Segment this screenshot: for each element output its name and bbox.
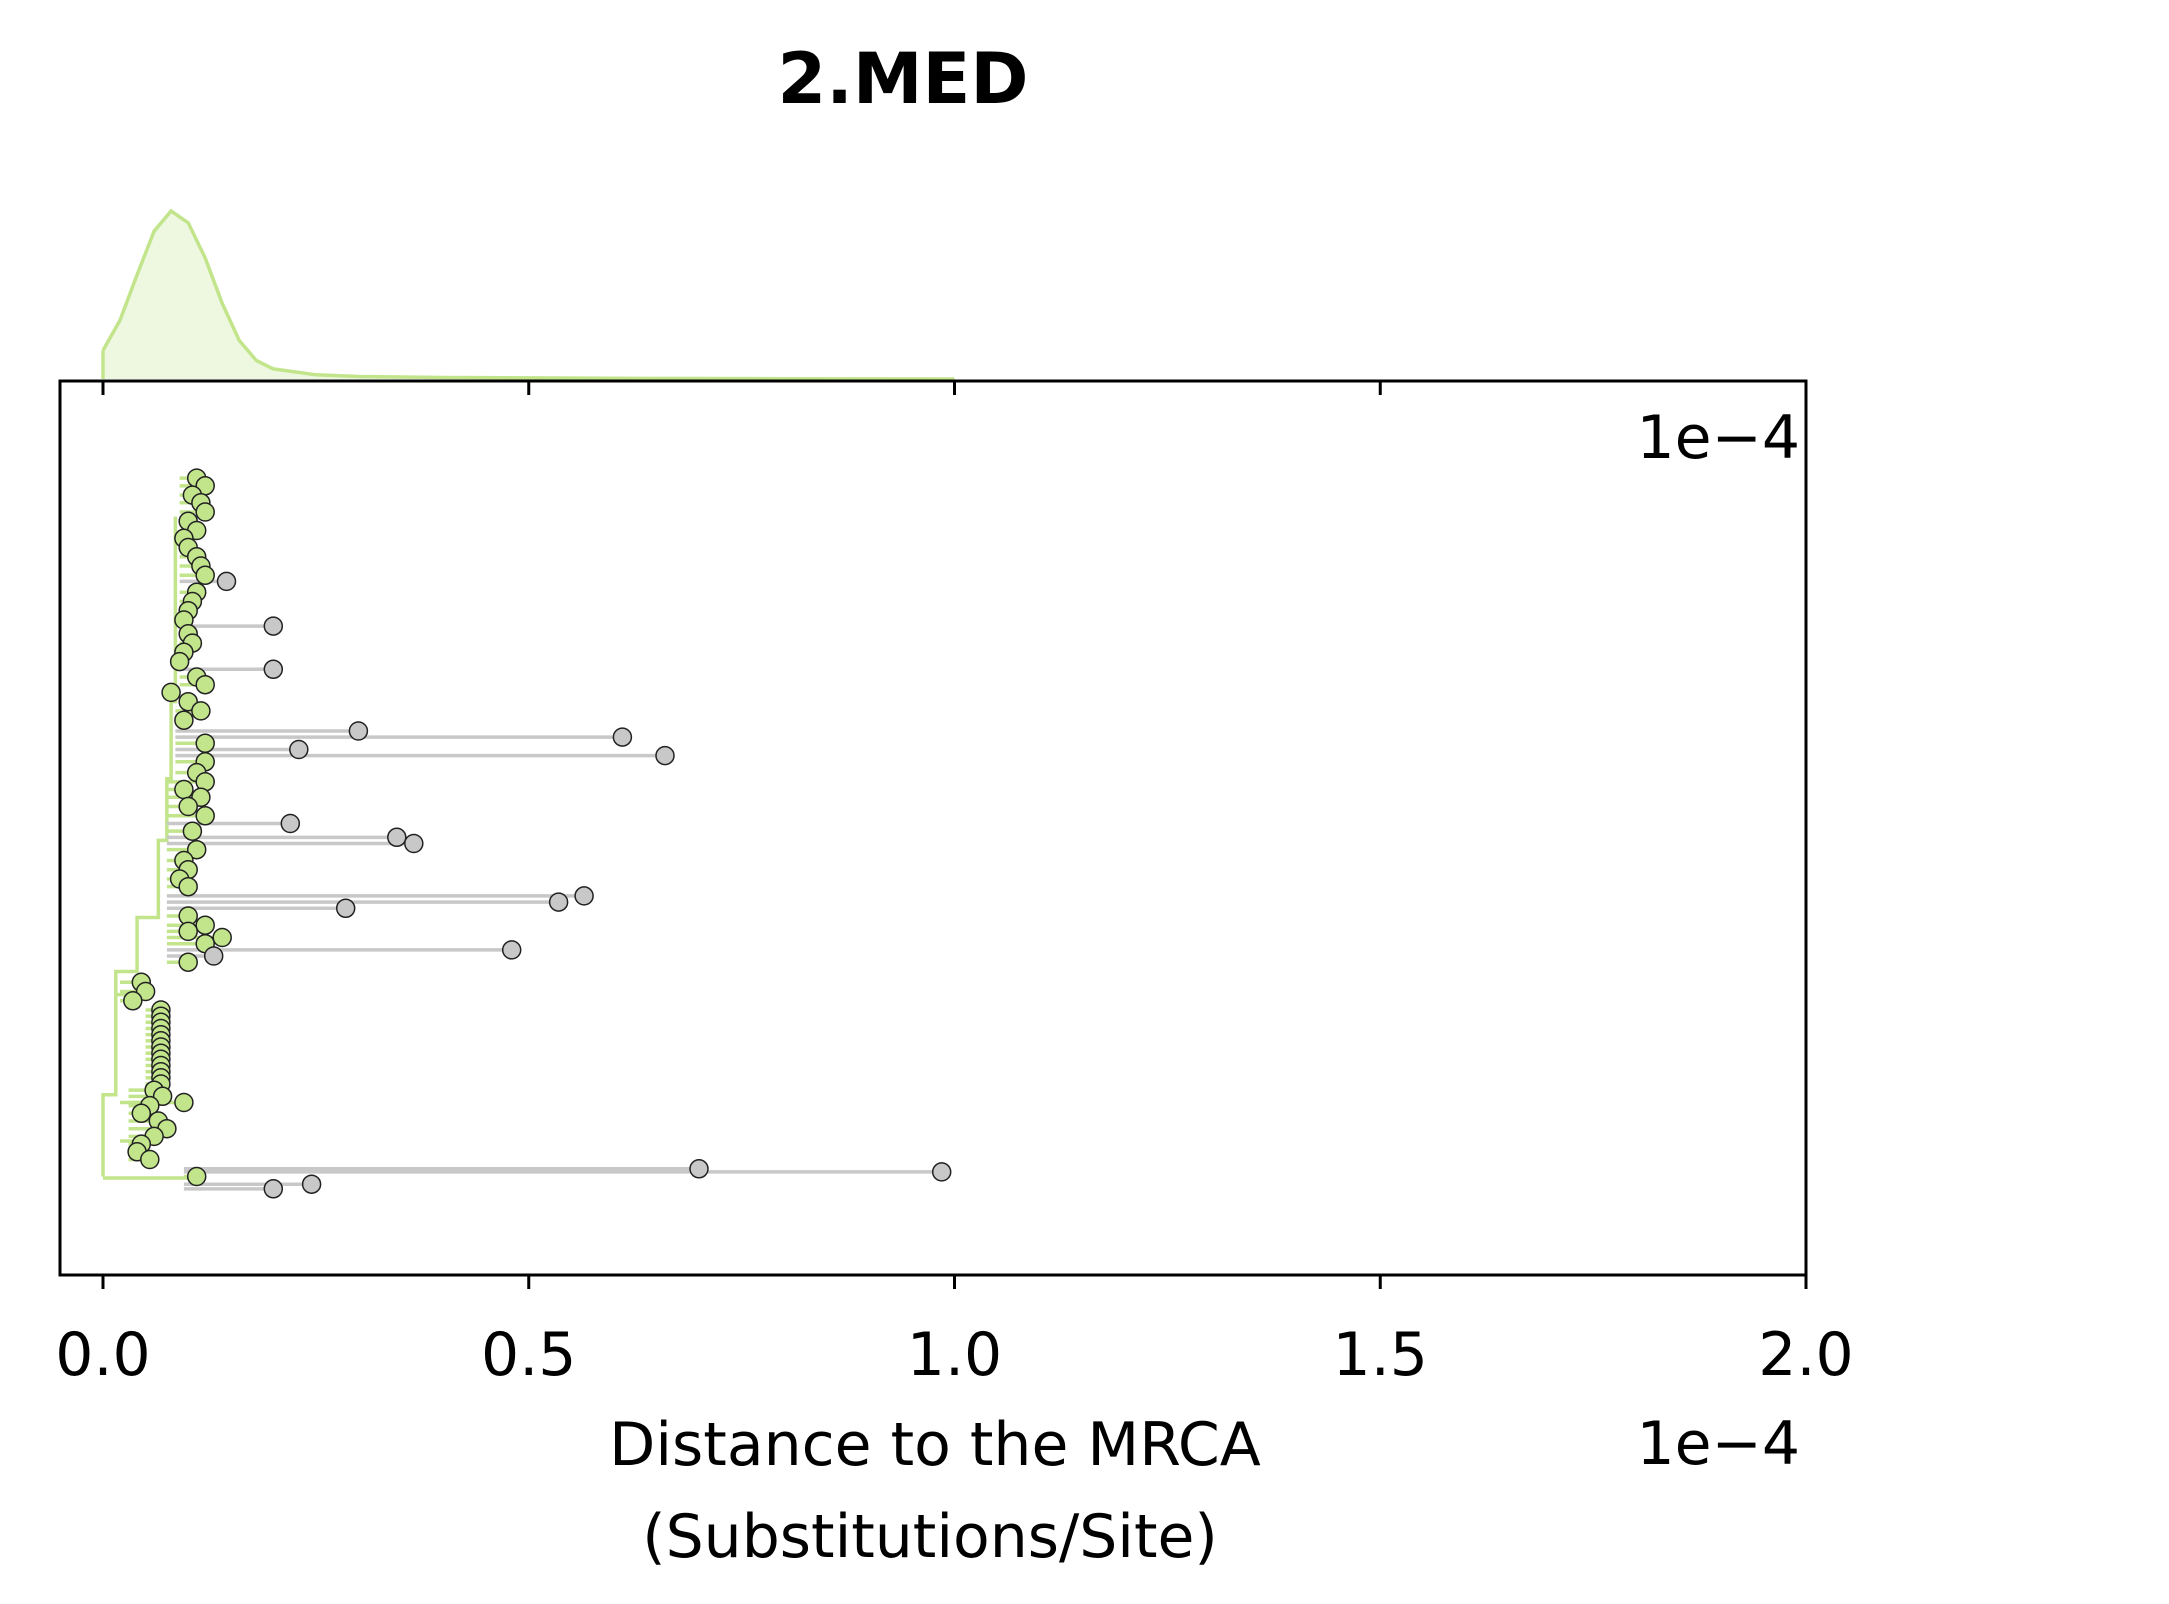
clade-tip-point bbox=[140, 1149, 160, 1170]
outlier-tip-point bbox=[548, 892, 569, 912]
clade-tip-point bbox=[131, 1103, 152, 1124]
clade-tip-point bbox=[186, 839, 207, 860]
outlier-tip-point bbox=[612, 727, 633, 747]
clade-tip-point bbox=[178, 921, 198, 942]
clade-tip-point bbox=[178, 796, 198, 817]
clade-tip-point bbox=[178, 876, 198, 897]
clade-tip-point bbox=[174, 710, 194, 730]
outlier-tip-point bbox=[387, 827, 407, 848]
tree-backbone bbox=[101, 516, 178, 1177]
density-fill bbox=[103, 211, 955, 379]
clade-tip-point bbox=[195, 502, 215, 522]
outlier-tip-point bbox=[289, 739, 309, 760]
outlier-tip-point bbox=[501, 940, 522, 960]
plot-frame bbox=[58, 379, 1808, 1277]
clade-tip-point bbox=[123, 991, 143, 1011]
x-tick-label: 2.0 bbox=[1758, 1320, 1853, 1390]
density-curve bbox=[101, 208, 955, 381]
outlier-tip-point bbox=[203, 946, 224, 966]
clade-tip-point bbox=[174, 1092, 194, 1113]
clade-tip-point bbox=[161, 682, 181, 703]
x-axis-label: Distance to the MRCA bbox=[609, 1410, 1261, 1480]
outlier-tip-point bbox=[574, 886, 594, 906]
outlier-tip-point bbox=[655, 745, 675, 766]
clade-tip-point bbox=[195, 733, 215, 754]
tree-panel bbox=[101, 468, 952, 1199]
x-tick-label: 0.0 bbox=[55, 1320, 150, 1390]
clade-tip-point bbox=[191, 701, 211, 721]
clade-tip-point bbox=[174, 779, 194, 800]
density-panel bbox=[101, 208, 955, 381]
outlier-tip-point bbox=[263, 616, 284, 636]
outlier-tip-point bbox=[335, 898, 356, 919]
outlier-tip-point bbox=[301, 1174, 322, 1194]
clade-tip-point bbox=[195, 806, 215, 826]
outlier-tip-point bbox=[689, 1159, 709, 1179]
clade-tip-point bbox=[195, 565, 215, 586]
axes: 0.0 0.5 1.0 1.5 2.0 bbox=[55, 379, 1854, 1390]
x-tick-label: 0.5 bbox=[481, 1320, 576, 1390]
chart-title: 2.MED bbox=[778, 38, 1029, 120]
x-tick-label: 1.5 bbox=[1333, 1320, 1428, 1390]
clade-tip-point bbox=[186, 1166, 207, 1187]
clade-tip-point bbox=[182, 821, 203, 841]
x-tick-label: 1.0 bbox=[907, 1320, 1002, 1390]
clade-tip-point bbox=[195, 915, 215, 935]
outlier-tip-point bbox=[216, 571, 237, 592]
clade-tip-point bbox=[195, 674, 215, 695]
outlier-tip-point bbox=[348, 721, 369, 741]
clade-tip-point bbox=[212, 927, 232, 948]
outlier-tip-point bbox=[404, 833, 424, 854]
outlier-tip-point bbox=[931, 1162, 952, 1182]
x-axis-label-line2: (Substitutions/Site) bbox=[642, 1502, 1218, 1572]
clade-tip-point bbox=[178, 952, 198, 972]
outlier-tip-point bbox=[280, 813, 301, 834]
tree-branches bbox=[103, 992, 189, 1180]
clade-tip-point bbox=[169, 651, 190, 672]
x-offset-label: 1e−4 bbox=[1636, 1409, 1800, 1479]
corner-offset-label: 1e−4 bbox=[1636, 403, 1800, 473]
outlier-tip-point bbox=[263, 1179, 284, 1199]
outlier-tip-point bbox=[263, 659, 284, 680]
